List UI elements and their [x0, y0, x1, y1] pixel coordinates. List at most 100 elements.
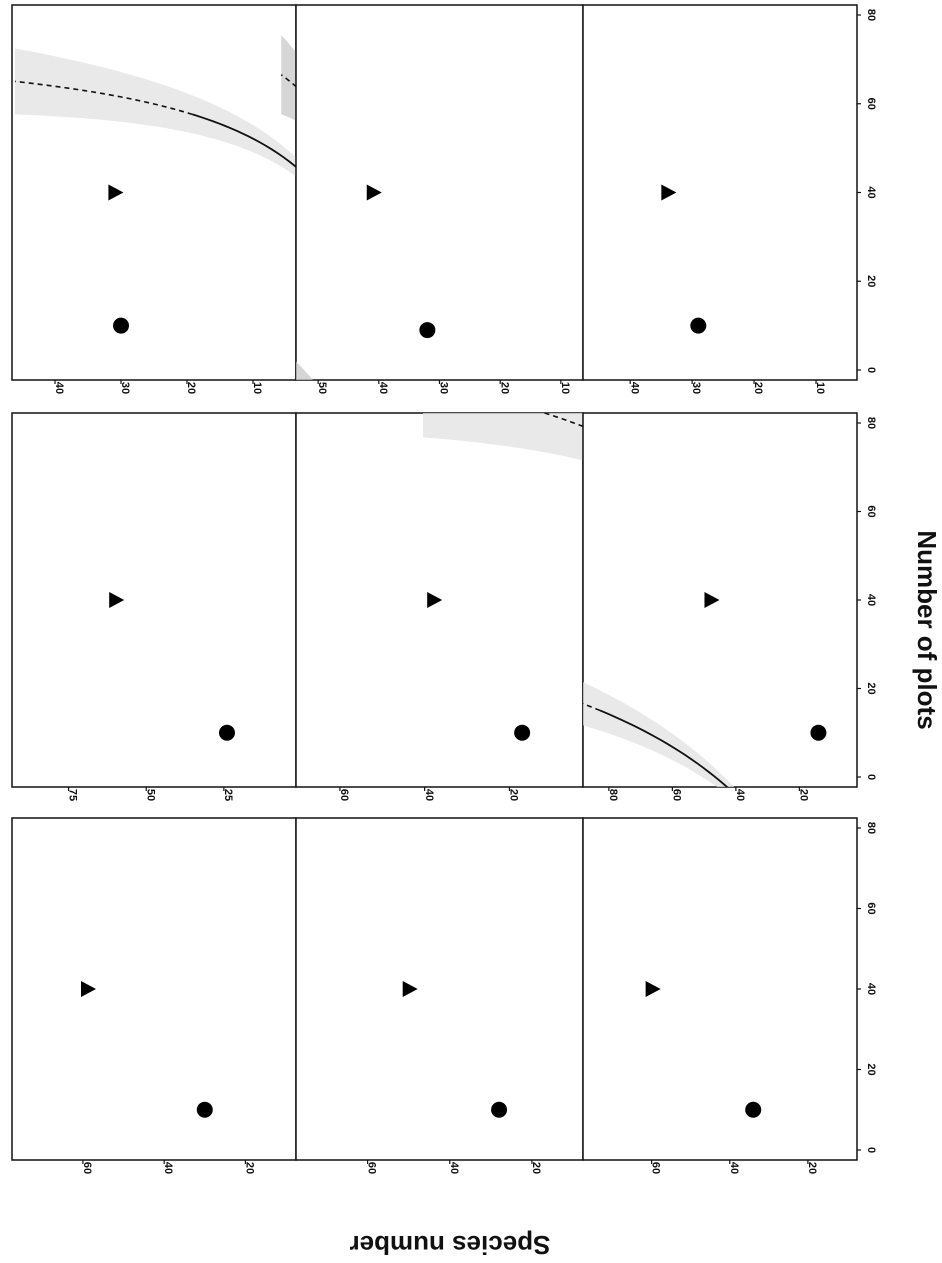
y-tick-label: 50 — [144, 789, 156, 801]
y-tick-label: 40 — [377, 382, 389, 394]
panel-plot-area — [14, 35, 296, 334]
y-tick-label: 80 — [607, 789, 619, 801]
x-tick-label: 60 — [865, 98, 877, 110]
observed-point-circle — [745, 1101, 762, 1118]
panel-plot-area — [645, 981, 762, 1118]
y-tick-label: 60 — [650, 1162, 662, 1174]
x-tick-label: 40 — [865, 594, 877, 606]
y-tick-label: 10 — [251, 382, 263, 394]
x-axis-title: Number of plots — [912, 530, 942, 729]
observed-point-triangle — [80, 981, 96, 997]
x-tick-label: 20 — [865, 1063, 877, 1075]
panel-r3-c2: 20 40 60 80 0 20 40 60 80 — [582, 412, 877, 801]
confidence-band-triangle — [583, 682, 735, 787]
y-tick-label: 20 — [797, 789, 809, 801]
observed-point-triangle — [645, 981, 661, 997]
x-tick-label: 80 — [865, 822, 877, 834]
x-tick-label: 40 — [865, 186, 877, 198]
y-axis-title: Species number — [350, 1230, 551, 1260]
x-tick-label: 40 — [865, 983, 877, 995]
y-tick-label: 40 — [162, 1162, 174, 1174]
x-tick-label: 20 — [865, 275, 877, 287]
observed-point-triangle — [109, 592, 125, 608]
panel-r1-c2: 25 50 75 — [11, 412, 297, 801]
y-tick-label: 25 — [222, 789, 234, 801]
y-tick-label: 20 — [243, 1162, 255, 1174]
panel-r2-c2: 20 40 60 — [295, 412, 584, 801]
y-tick-label: 40 — [734, 789, 746, 801]
y-tick-label: 20 — [185, 382, 197, 394]
x-tick-label: 80 — [865, 9, 877, 21]
x-tick-label: 0 — [865, 1147, 877, 1153]
extrapolated-line-triangle — [828, 388, 942, 409]
x-tick-label: 60 — [865, 902, 877, 914]
panel-r3-c3: 10 20 30 40 0 20 40 60 80 — [582, 4, 877, 394]
x-tick-label: 80 — [865, 417, 877, 429]
observed-point-circle — [113, 317, 129, 334]
extrapolated-line-triangle — [542, 413, 583, 428]
panel-frame — [295, 4, 584, 381]
observed-point-circle — [419, 322, 436, 339]
observed-point-triangle — [108, 184, 124, 201]
observed-point-circle — [218, 724, 235, 741]
y-tick-label: 60 — [670, 789, 682, 801]
extrapolated-line-triangle — [14, 80, 193, 116]
y-tick-label: 60 — [338, 789, 350, 801]
y-tick-label: 40 — [53, 382, 65, 394]
panel-plot-area — [661, 184, 707, 334]
extrapolated-line-circle — [280, 74, 296, 88]
x-tick-label: 0 — [865, 774, 877, 780]
confidence-band-triangle — [15, 48, 296, 177]
y-tick-label: 20 — [498, 382, 510, 394]
y-tick-label: 20 — [530, 1162, 542, 1174]
observed-point-circle — [491, 1101, 508, 1118]
y-tick-label: 20 — [752, 382, 764, 394]
y-tick-label: 40 — [423, 789, 435, 801]
observed-point-triangle — [427, 592, 443, 608]
y-tick-label: 60 — [366, 1162, 378, 1174]
panel-r2-c1: 20 40 60 — [295, 388, 942, 1174]
observed-point-circle — [810, 724, 827, 741]
y-tick-label: 10 — [559, 382, 571, 394]
panel-frame — [295, 817, 584, 1161]
y-tick-label: 10 — [814, 382, 826, 394]
panel-plot-area — [296, 184, 436, 380]
interpolated-line-triangle — [192, 113, 296, 169]
panel-frame — [582, 817, 858, 1161]
panel-r1-c3: 10 20 30 40 — [11, 4, 297, 394]
confidence-band-circle — [296, 361, 313, 380]
panel-frame — [582, 4, 858, 381]
y-tick-label: 20 — [806, 1162, 818, 1174]
observed-point-triangle — [704, 592, 720, 608]
panel-r2-c3: 10 20 30 40 50 — [295, 4, 584, 394]
observed-point-circle — [514, 724, 531, 741]
panel-plot-area — [423, 413, 583, 741]
y-tick-label: 40 — [628, 382, 640, 394]
y-tick-label: 30 — [690, 382, 702, 394]
x-tick-label: 0 — [865, 367, 877, 373]
observed-point-circle — [690, 317, 707, 334]
observed-point-triangle — [661, 184, 677, 201]
confidence-band-circle — [281, 35, 296, 121]
y-tick-label: 50 — [316, 382, 328, 394]
panel-r1-c1: 20 40 60 — [11, 817, 297, 1174]
panel-r3-c1: 20 40 60 0 20 40 60 80 — [582, 817, 877, 1174]
y-tick-label: 75 — [67, 789, 79, 801]
y-tick-label: 40 — [728, 1162, 740, 1174]
panel-frame — [11, 817, 297, 1161]
x-tick-label: 60 — [865, 505, 877, 517]
panel-frame — [11, 412, 297, 788]
observed-point-circle — [196, 1101, 213, 1118]
y-tick-label: 40 — [448, 1162, 460, 1174]
y-tick-label: 60 — [81, 1162, 93, 1174]
interpolated-line-triangle — [599, 709, 729, 787]
panel-plot-area — [80, 981, 213, 1118]
y-tick-label: 30 — [119, 382, 131, 394]
observed-point-triangle — [402, 981, 418, 997]
panel-plot-area — [402, 388, 942, 1118]
panel-plot-area — [583, 592, 827, 787]
confidence-band-triangle — [423, 413, 583, 461]
panel-plot-area — [109, 592, 235, 741]
